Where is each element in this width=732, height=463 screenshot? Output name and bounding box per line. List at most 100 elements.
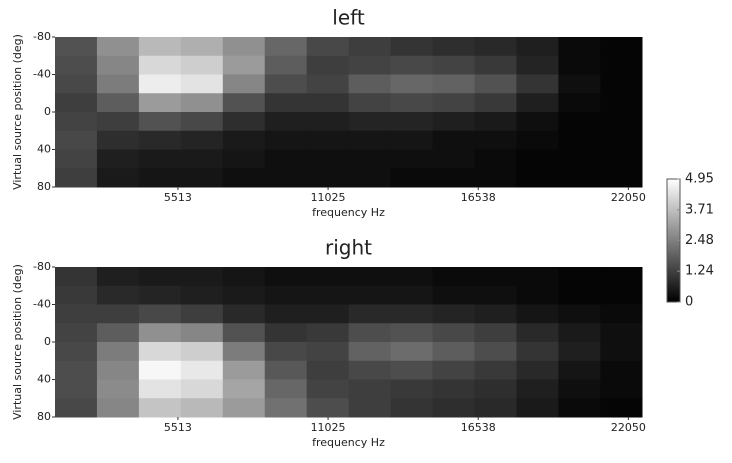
heat-cell [474, 74, 517, 94]
heat-cell [306, 130, 350, 150]
heat-cell [264, 285, 308, 305]
heat-cell [96, 74, 140, 94]
heat-cell [306, 323, 350, 343]
heat-cell [516, 304, 559, 324]
y-tick-label: 40 [37, 373, 51, 386]
heat-cell [306, 379, 350, 399]
heat-cell [348, 130, 392, 150]
heat-cell [558, 74, 601, 94]
heat-cell [306, 342, 350, 362]
heat-cell [264, 130, 308, 150]
heat-cell [600, 323, 643, 343]
heat-cell [222, 112, 266, 132]
heat-cell [96, 360, 140, 380]
heat-cell [222, 379, 266, 399]
heat-cell [180, 398, 224, 418]
heat-cell [55, 112, 98, 132]
heat-cell [516, 379, 559, 399]
heat-cell [600, 149, 643, 169]
heat-cell [516, 112, 559, 132]
heat-cell [180, 112, 224, 132]
heat-cell [264, 342, 308, 362]
heat-cell [432, 285, 475, 305]
heat-cell [432, 55, 475, 75]
heat-cell [55, 74, 98, 94]
panel-title: left [332, 6, 365, 30]
heat-cell [390, 130, 434, 150]
heat-cell [96, 285, 140, 305]
heat-cell [180, 267, 224, 287]
y-tick-label: 0 [44, 335, 51, 348]
heat-cell [55, 37, 98, 57]
heat-cell [558, 323, 601, 343]
heat-cell [558, 55, 601, 75]
heat-cell [558, 360, 601, 380]
heat-cell [516, 149, 559, 169]
heat-cell [180, 37, 224, 57]
heat-cell [306, 267, 350, 287]
x-tick-label: 11025 [311, 191, 346, 204]
heat-cell [55, 149, 98, 169]
x-tick-label: 16538 [461, 421, 496, 434]
heat-cell [264, 74, 308, 94]
heat-cell [264, 93, 308, 113]
x-tick-label: 22050 [611, 421, 646, 434]
heat-cell [600, 93, 643, 113]
heat-cell [516, 93, 559, 113]
heat-cell [138, 304, 182, 324]
heat-cell [558, 149, 601, 169]
heat-cell [432, 360, 475, 380]
heat-cell [432, 74, 475, 94]
heat-cell [222, 398, 266, 418]
heat-cell [516, 360, 559, 380]
heat-cell [96, 304, 140, 324]
heat-cell [600, 130, 643, 150]
heat-cell [55, 379, 98, 399]
heat-cell [55, 267, 98, 287]
heat-cell [600, 379, 643, 399]
heat-cell [348, 323, 392, 343]
heat-cell [222, 93, 266, 113]
heat-cell [264, 304, 308, 324]
heat-cell [432, 304, 475, 324]
heat-cell [558, 168, 601, 188]
heat-cell [138, 130, 182, 150]
heat-cell [474, 267, 517, 287]
heat-cell [180, 360, 224, 380]
heat-cell [55, 93, 98, 113]
heat-cell [55, 398, 98, 418]
heat-cell [558, 37, 601, 57]
y-tick-label: 40 [37, 143, 51, 156]
heat-cell [96, 398, 140, 418]
heat-cell [474, 379, 517, 399]
heat-cell [180, 149, 224, 169]
y-axis-label: Virtual source position (deg) [11, 34, 24, 190]
heat-cell [348, 93, 392, 113]
heat-cell [390, 398, 434, 418]
heat-cell [474, 130, 517, 150]
heat-cell [222, 168, 266, 188]
heat-cell [600, 112, 643, 132]
heat-cell [222, 55, 266, 75]
heat-cell [138, 323, 182, 343]
heat-cell [264, 168, 308, 188]
heat-cell [138, 112, 182, 132]
heat-cell [138, 37, 182, 57]
heat-cell [306, 112, 350, 132]
heat-cell [474, 149, 517, 169]
heat-cell [138, 74, 182, 94]
heat-cell [516, 323, 559, 343]
heat-cell [96, 130, 140, 150]
heat-cell [138, 149, 182, 169]
heat-cell [55, 130, 98, 150]
heat-cell [348, 149, 392, 169]
heat-cell [600, 285, 643, 305]
heat-cell [600, 342, 643, 362]
x-tick-label: 11025 [311, 421, 346, 434]
heat-cell [222, 285, 266, 305]
heat-cell [96, 55, 140, 75]
colorbar-tick-label: 1.24 [685, 264, 714, 279]
y-tick-label: 80 [37, 410, 51, 423]
heat-cell [348, 55, 392, 75]
